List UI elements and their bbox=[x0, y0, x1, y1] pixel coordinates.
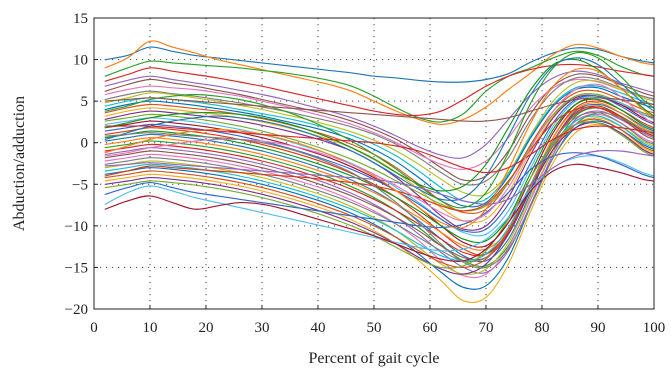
y-axis-label: Abduction/adduction bbox=[11, 96, 28, 231]
series-line bbox=[104, 121, 654, 275]
y-tick-label: −15 bbox=[65, 260, 88, 276]
series-line bbox=[104, 155, 654, 252]
series-line bbox=[104, 63, 654, 117]
series-line bbox=[104, 110, 654, 274]
series-line bbox=[104, 78, 654, 170]
series-line bbox=[104, 97, 654, 123]
x-tick-label: 20 bbox=[199, 320, 214, 336]
series-line bbox=[104, 57, 654, 201]
series-line bbox=[104, 103, 654, 263]
grid-lines bbox=[94, 18, 654, 309]
series-line bbox=[104, 152, 654, 229]
series-line bbox=[104, 46, 654, 83]
y-tick-label: 0 bbox=[81, 136, 89, 152]
x-axis-label: Percent of gait cycle bbox=[308, 350, 439, 367]
series-line bbox=[104, 105, 654, 257]
x-tick-label: 10 bbox=[143, 320, 158, 336]
y-tick-label: 5 bbox=[81, 94, 89, 110]
series-line bbox=[104, 40, 654, 125]
series-line bbox=[104, 115, 654, 262]
x-tick-label: 80 bbox=[535, 320, 550, 336]
series-line bbox=[104, 73, 654, 182]
y-tick-label: −5 bbox=[72, 177, 88, 193]
series-line bbox=[104, 51, 654, 209]
series-line bbox=[104, 83, 654, 222]
series-line bbox=[104, 102, 654, 251]
series-line bbox=[104, 123, 654, 304]
series-line bbox=[104, 67, 654, 229]
series-line bbox=[104, 100, 654, 256]
x-tick-label: 100 bbox=[643, 320, 666, 336]
y-tick-label: −20 bbox=[65, 302, 88, 318]
y-tick-labels: −20 −15 −10 −5 0 5 10 15 bbox=[65, 11, 88, 318]
series-line bbox=[104, 121, 654, 269]
x-tick-label: 50 bbox=[367, 320, 382, 336]
series-line bbox=[104, 107, 654, 261]
series-line bbox=[104, 163, 654, 262]
x-tick-labels: 0 10 20 30 40 50 60 70 80 90 100 bbox=[90, 320, 665, 336]
y-tick-label: 10 bbox=[73, 53, 88, 69]
series-lines bbox=[104, 40, 654, 304]
series-line bbox=[104, 98, 654, 244]
series-line bbox=[104, 76, 654, 186]
series-line bbox=[104, 89, 654, 214]
series-line bbox=[104, 112, 654, 263]
series-line bbox=[104, 125, 654, 174]
x-tick-label: 70 bbox=[479, 320, 494, 336]
x-tick-label: 0 bbox=[90, 320, 98, 336]
series-line bbox=[104, 120, 654, 290]
series-line bbox=[104, 112, 654, 269]
series-line bbox=[104, 50, 654, 123]
y-tick-label: −10 bbox=[65, 219, 88, 235]
x-tick-label: 90 bbox=[591, 320, 606, 336]
x-tick-label: 40 bbox=[311, 320, 326, 336]
series-line bbox=[104, 106, 654, 212]
x-tick-label: 60 bbox=[423, 320, 438, 336]
y-tick-label: 15 bbox=[73, 11, 88, 27]
series-line bbox=[104, 107, 654, 268]
series-line bbox=[104, 84, 654, 204]
series-line bbox=[104, 93, 654, 212]
series-line bbox=[104, 149, 654, 205]
series-line bbox=[104, 94, 654, 233]
x-tick-label: 30 bbox=[255, 320, 270, 336]
series-line bbox=[104, 79, 654, 197]
series-line bbox=[104, 58, 654, 192]
axis-ticks bbox=[93, 17, 655, 310]
series-line bbox=[104, 70, 654, 159]
